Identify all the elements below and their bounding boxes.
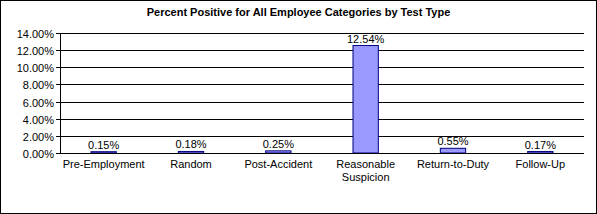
y-tick [56,67,60,68]
y-tick [56,84,60,85]
x-axis [60,153,584,154]
y-tick [56,33,60,34]
x-tick-label: Return-to-Duty [417,158,490,170]
x-tick-label: Random [170,158,212,170]
grid-line [60,67,584,68]
y-tick [56,136,60,137]
data-label: 0.25% [263,138,294,150]
bar [178,151,203,153]
x-tick-label-line: Reasonable [336,158,395,170]
plot-area [60,33,584,153]
grid-line [60,84,584,85]
grid-line [60,102,584,103]
bar [440,148,465,153]
grid-line [60,153,584,154]
bars [91,46,553,153]
data-label: 0.18% [175,138,206,150]
x-tick-label: Follow-Up [516,158,566,170]
title: Percent Positive for All Employee Catego… [147,6,451,18]
data-label: 0.17% [525,139,556,151]
grid-line [60,50,584,51]
y-tick [56,153,60,154]
y-tick-label: 6.00% [23,97,54,109]
bar [353,46,378,153]
y-tick-label: 14.00% [17,28,55,40]
bar [528,152,553,153]
x-tick-label: ReasonableSuspicion [336,158,395,183]
bar [91,152,116,153]
x-tick-label: Post-Accident [244,158,312,170]
grid-line [60,119,584,120]
chart-frame [1,1,597,214]
x-tick-label: Pre-Employment [63,158,145,170]
y-tick [56,50,60,51]
y-tick [56,119,60,120]
data-label: 0.15% [88,139,119,151]
x-tick-label-line: Suspicion [342,171,390,183]
grid-line [60,33,584,34]
y-tick-label: 2.00% [23,131,54,143]
chart: Percent Positive for All Employee Catego… [0,0,597,214]
data-label: 0.55% [437,135,468,147]
y-tick-label: 12.00% [17,45,55,57]
bar [266,151,291,153]
y-axis [60,33,61,153]
y-tick-label: 10.00% [17,62,55,74]
y-tick-label: 0.00% [23,148,54,160]
grid-line [60,136,584,137]
y-tick [56,102,60,103]
y-tick-label: 4.00% [23,114,54,126]
data-label: 12.54% [347,33,385,45]
y-tick-label: 8.00% [23,79,54,91]
